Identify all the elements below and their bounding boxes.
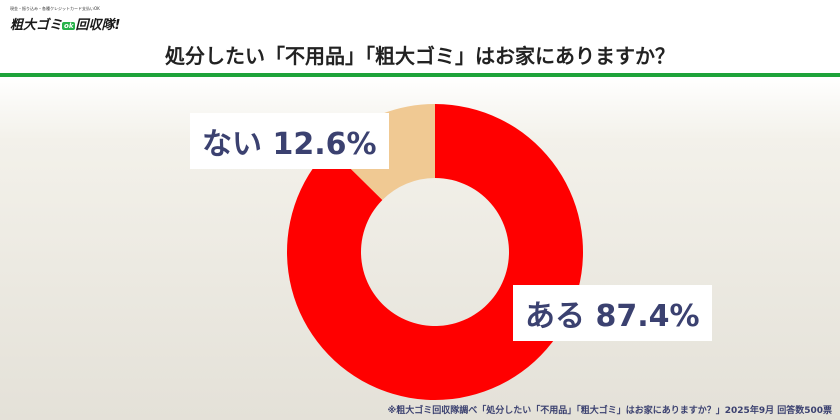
logo-name: 粗大ゴミ ok 回収隊!: [10, 18, 121, 33]
page-title: 処分したい「不用品」「粗大ゴミ」はお家にありますか？: [165, 44, 675, 68]
slice-0: [286, 104, 583, 400]
slice-label-aru: ある 87.4%: [513, 285, 712, 341]
logo: 現金・振り込み・各種クレジットカード支払いOK 粗大ゴミ ok 回収隊!: [10, 6, 122, 33]
title-divider: [0, 73, 840, 77]
logo-tagline: 現金・振り込み・各種クレジットカード支払いOK: [10, 6, 100, 11]
footer-note: ※粗大ゴミ回収隊調べ「処分したい「不用品」「粗大ゴミ」はお家にありますか？」20…: [387, 406, 832, 416]
slice-label-nai: ない 12.6%: [190, 113, 389, 169]
